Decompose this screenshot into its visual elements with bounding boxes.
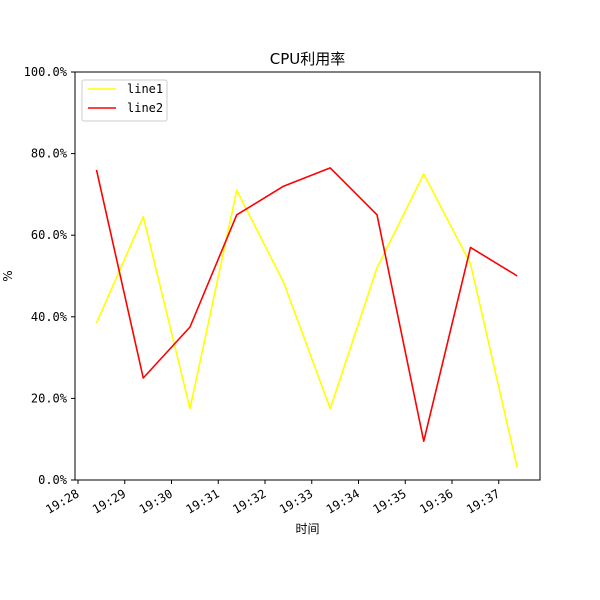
- x-tick-label: 19:30: [137, 486, 175, 516]
- y-axis-ticks: 0.0% 20.0% 40.0% 60.0% 80.0% 100.0%: [24, 65, 75, 487]
- x-tick-label: 19:29: [90, 486, 128, 516]
- series-layer: [95, 167, 519, 468]
- x-tick-label: 19:37: [464, 486, 502, 516]
- chart-title: CPU利用率: [270, 50, 346, 68]
- y-tick-label: 100.0%: [24, 65, 68, 79]
- legend: line1 line2: [81, 79, 168, 122]
- y-tick-label: 20.0%: [31, 391, 68, 405]
- x-tick-label: 19:32: [230, 486, 268, 516]
- x-tick-label: 19:28: [43, 486, 81, 516]
- plot-frame: [74, 71, 541, 481]
- y-tick-label: 60.0%: [31, 228, 68, 242]
- x-tick-label: 19:35: [370, 486, 408, 516]
- x-tick-label: 19:33: [277, 486, 315, 516]
- series-line-line1: [95, 173, 519, 468]
- x-axis-ticks: 19:28 19:29 19:30 19:31 19:32 19:33 19:34 19:35…: [43, 480, 502, 517]
- y-tick-label: 80.0%: [31, 147, 68, 161]
- x-axis-label: 时间: [295, 522, 319, 536]
- x-tick-label: 19:34: [324, 486, 362, 516]
- legend-label-line2: line2: [127, 101, 163, 115]
- legend-box: [81, 79, 168, 122]
- legend-label-line1: line1: [127, 82, 163, 96]
- x-tick-label: 19:31: [183, 486, 221, 516]
- series-line-line2: [95, 167, 518, 443]
- y-tick-label: 0.0%: [38, 473, 68, 487]
- x-tick-label: 19:36: [417, 486, 455, 516]
- y-axis-label: %: [1, 270, 15, 281]
- y-tick-label: 40.0%: [31, 310, 68, 324]
